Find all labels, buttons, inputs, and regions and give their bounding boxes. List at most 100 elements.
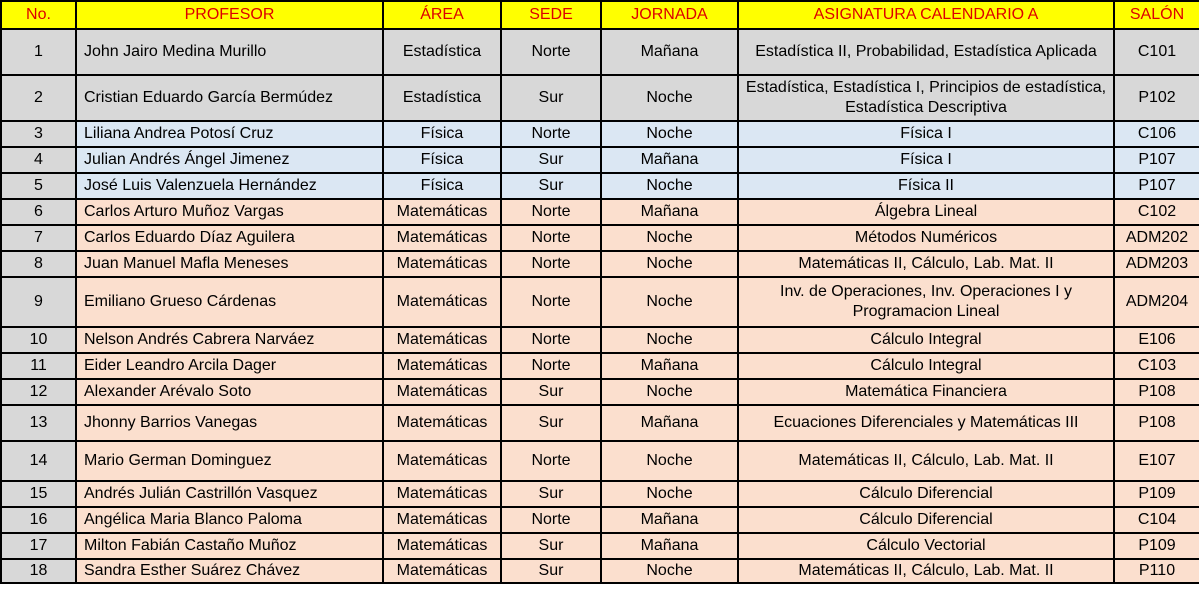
cell-asignatura: Matemáticas II, Cálculo, Lab. Mat. II: [737, 440, 1115, 482]
cell-jornada: Mañana: [600, 146, 739, 174]
cell-no: 13: [0, 404, 77, 442]
cell-area: Matemáticas: [382, 532, 502, 560]
cell-profesor: Carlos Eduardo Díaz Aguilera: [75, 224, 384, 252]
cell-salon: ADM204: [1113, 276, 1199, 328]
column-header-jornada: JORNADA: [600, 0, 739, 30]
cell-asignatura: Matemáticas II, Cálculo, Lab. Mat. II: [737, 250, 1115, 278]
cell-no: 14: [0, 440, 77, 482]
table-row: 17 Milton Fabián Castaño Muñoz Matemáticas…: [0, 532, 1199, 560]
table-row: 4 Julian Andrés Ángel Jimenez Física Sur Mañ…: [0, 146, 1199, 174]
cell-no: 3: [0, 120, 77, 148]
cell-profesor: Alexander Arévalo Soto: [75, 378, 384, 406]
cell-salon: P109: [1113, 532, 1199, 560]
cell-sede: Sur: [500, 404, 602, 442]
cell-jornada: Noche: [600, 74, 739, 122]
cell-sede: Norte: [500, 120, 602, 148]
cell-jornada: Mañana: [600, 198, 739, 226]
table-row: 13 Jhonny Barrios Vanegas Matemáticas Sur Ma…: [0, 404, 1199, 442]
cell-sede: Norte: [500, 326, 602, 354]
cell-area: Física: [382, 146, 502, 174]
cell-salon: P109: [1113, 480, 1199, 508]
cell-area: Matemáticas: [382, 326, 502, 354]
cell-asignatura: Física I: [737, 120, 1115, 148]
table-row: 18 Sandra Esther Suárez Chávez Matemáticas…: [0, 558, 1199, 584]
cell-profesor: Cristian Eduardo García Bermúdez: [75, 74, 384, 122]
cell-profesor: Andrés Julián Castrillón Vasquez: [75, 480, 384, 508]
cell-sede: Sur: [500, 532, 602, 560]
cell-sede: Norte: [500, 352, 602, 380]
cell-jornada: Noche: [600, 480, 739, 508]
cell-salon: P108: [1113, 378, 1199, 406]
cell-area: Matemáticas: [382, 224, 502, 252]
cell-asignatura: Matemáticas II, Cálculo, Lab. Mat. II: [737, 558, 1115, 584]
cell-no: 5: [0, 172, 77, 200]
table-row: 7 Carlos Eduardo Díaz Aguilera Matemáticas…: [0, 224, 1199, 252]
cell-sede: Norte: [500, 224, 602, 252]
table-row: 6 Carlos Arturo Muñoz Vargas Matemáticas No…: [0, 198, 1199, 226]
table-row: 3 Liliana Andrea Potosí Cruz Física Norte No…: [0, 120, 1199, 148]
cell-jornada: Noche: [600, 558, 739, 584]
cell-asignatura: Matemática Financiera: [737, 378, 1115, 406]
cell-jornada: Noche: [600, 224, 739, 252]
cell-jornada: Mañana: [600, 352, 739, 380]
table-body: 1 John Jairo Medina Murillo Estadística Nor…: [0, 28, 1199, 584]
cell-asignatura: Física II: [737, 172, 1115, 200]
cell-sede: Norte: [500, 250, 602, 278]
cell-salon: P110: [1113, 558, 1199, 584]
cell-area: Física: [382, 120, 502, 148]
cell-no: 18: [0, 558, 77, 584]
table-row: 14 Mario German Dominguez Matemáticas Norte…: [0, 440, 1199, 482]
cell-profesor: Sandra Esther Suárez Chávez: [75, 558, 384, 584]
cell-jornada: Noche: [600, 276, 739, 328]
cell-no: 1: [0, 28, 77, 76]
cell-jornada: Noche: [600, 172, 739, 200]
cell-asignatura: Cálculo Vectorial: [737, 532, 1115, 560]
cell-jornada: Noche: [600, 440, 739, 482]
cell-area: Matemáticas: [382, 480, 502, 508]
cell-jornada: Mañana: [600, 506, 739, 534]
cell-sede: Norte: [500, 440, 602, 482]
cell-sede: Norte: [500, 276, 602, 328]
table-header: No. PROFESOR ÁREA SEDE JORNADA ASIGNATURA CAL…: [0, 0, 1199, 30]
cell-asignatura: Inv. de Operaciones, Inv. Operaciones I …: [737, 276, 1115, 328]
cell-asignatura: Ecuaciones Diferenciales y Matemáticas I…: [737, 404, 1115, 442]
cell-no: 16: [0, 506, 77, 534]
cell-asignatura: Cálculo Integral: [737, 352, 1115, 380]
cell-jornada: Noche: [600, 120, 739, 148]
column-header-area: ÁREA: [382, 0, 502, 30]
cell-salon: C101: [1113, 28, 1199, 76]
cell-sede: Norte: [500, 28, 602, 76]
table-row: 10 Nelson Andrés Cabrera Narváez Matemátic…: [0, 326, 1199, 354]
cell-salon: E107: [1113, 440, 1199, 482]
cell-salon: E106: [1113, 326, 1199, 354]
cell-salon: P107: [1113, 172, 1199, 200]
cell-asignatura: Estadística, Estadística I, Principios d…: [737, 74, 1115, 122]
column-header-no: No.: [0, 0, 77, 30]
cell-sede: Sur: [500, 480, 602, 508]
cell-no: 8: [0, 250, 77, 278]
table-row: 9 Emiliano Grueso Cárdenas Matemáticas Nort…: [0, 276, 1199, 328]
cell-profesor: Julian Andrés Ángel Jimenez: [75, 146, 384, 174]
table-row: 15 Andrés Julián Castrillón Vasquez Matemá…: [0, 480, 1199, 508]
cell-jornada: Noche: [600, 378, 739, 406]
table-row: 5 José Luis Valenzuela Hernández Física Sur…: [0, 172, 1199, 200]
cell-jornada: Mañana: [600, 28, 739, 76]
table-row: 8 Juan Manuel Mafla Meneses Matemáticas Nor…: [0, 250, 1199, 278]
cell-area: Estadística: [382, 74, 502, 122]
cell-profesor: Jhonny Barrios Vanegas: [75, 404, 384, 442]
cell-area: Matemáticas: [382, 558, 502, 584]
cell-no: 9: [0, 276, 77, 328]
cell-sede: Sur: [500, 558, 602, 584]
cell-area: Matemáticas: [382, 198, 502, 226]
cell-salon: P107: [1113, 146, 1199, 174]
cell-asignatura: Estadística II, Probabilidad, Estadístic…: [737, 28, 1115, 76]
cell-profesor: Mario German Dominguez: [75, 440, 384, 482]
cell-salon: C104: [1113, 506, 1199, 534]
cell-asignatura: Cálculo Diferencial: [737, 480, 1115, 508]
cell-no: 2: [0, 74, 77, 122]
cell-salon: C106: [1113, 120, 1199, 148]
cell-sede: Sur: [500, 74, 602, 122]
cell-profesor: Emiliano Grueso Cárdenas: [75, 276, 384, 328]
cell-area: Matemáticas: [382, 250, 502, 278]
